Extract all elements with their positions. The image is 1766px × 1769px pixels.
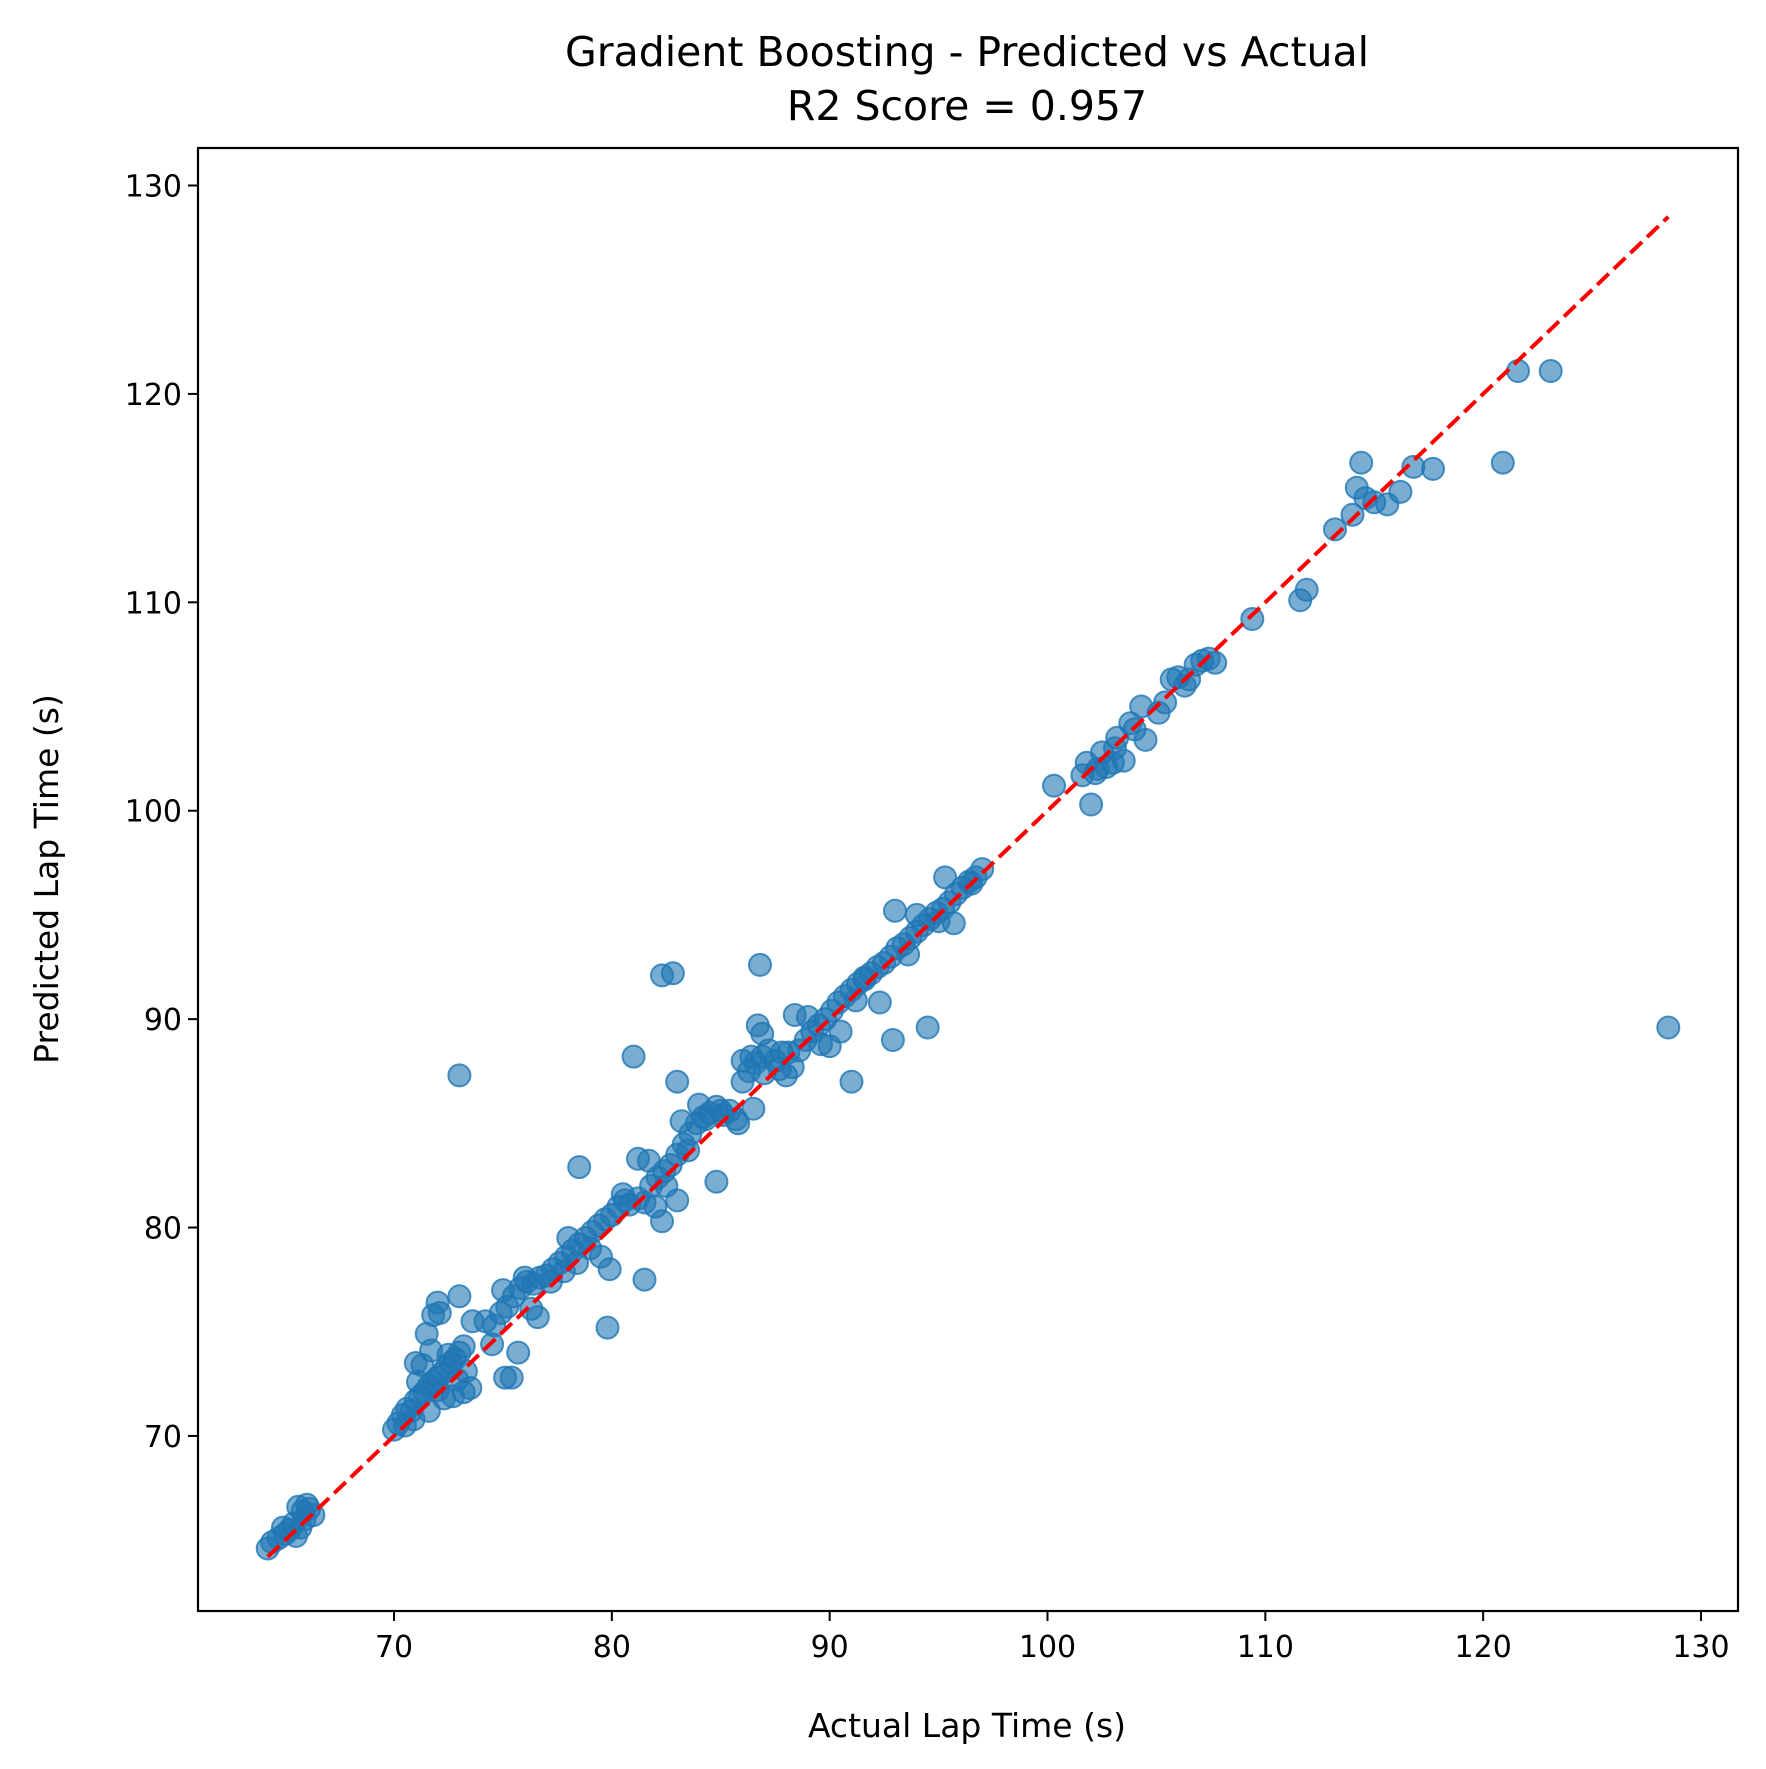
x-tick-label: 70 — [375, 1630, 413, 1665]
data-point — [828, 1019, 853, 1044]
data-point — [636, 1148, 661, 1173]
x-tick-label: 100 — [1019, 1630, 1076, 1665]
data-point — [427, 1301, 452, 1325]
data-point — [499, 1365, 524, 1390]
data-point — [1153, 690, 1178, 715]
x-tick-label: 80 — [593, 1630, 631, 1665]
data-point — [704, 1169, 729, 1194]
data-point — [1340, 502, 1365, 527]
x-tick-label: 130 — [1672, 1630, 1729, 1665]
data-points — [255, 359, 1681, 1561]
data-point — [839, 1069, 864, 1094]
data-point — [739, 1044, 764, 1069]
data-point — [632, 1267, 657, 1292]
y-tick-label: 80 — [144, 1212, 182, 1247]
x-tick-label: 90 — [811, 1630, 849, 1665]
data-point — [941, 911, 966, 936]
x-axis-label: Actual Lap Time (s) — [808, 1706, 1126, 1745]
identity-reference-line — [266, 215, 1670, 1559]
data-point — [904, 902, 929, 927]
data-point — [491, 1278, 515, 1303]
data-point — [933, 865, 958, 890]
y-tick-label: 90 — [144, 1003, 182, 1038]
data-point — [567, 1155, 592, 1180]
data-point — [1490, 450, 1515, 475]
x-tick-label: 110 — [1237, 1630, 1294, 1665]
data-point — [1656, 1015, 1681, 1040]
data-point — [525, 1305, 550, 1330]
data-point — [1349, 450, 1374, 475]
data-point — [750, 1021, 775, 1046]
data-point — [595, 1315, 620, 1340]
data-point — [1538, 359, 1563, 383]
data-point — [741, 1096, 766, 1121]
data-point — [447, 1063, 472, 1088]
data-point — [676, 1138, 701, 1163]
data-point — [419, 1338, 444, 1363]
data-point — [726, 1111, 751, 1136]
data-point — [597, 1257, 622, 1282]
data-point — [271, 1515, 295, 1540]
data-point — [867, 990, 892, 1015]
data-point — [776, 1040, 801, 1065]
data-point — [665, 1069, 690, 1094]
data-point — [447, 1284, 472, 1309]
y-tick-label: 120 — [125, 378, 182, 413]
data-point — [1323, 517, 1347, 542]
data-point — [660, 961, 685, 986]
data-point — [406, 1369, 430, 1394]
x-tick-label: 120 — [1455, 1630, 1512, 1665]
data-point — [445, 1367, 470, 1392]
data-point — [1294, 577, 1319, 602]
data-point — [883, 898, 907, 923]
data-point — [1240, 607, 1265, 631]
chart-subtitle: R2 Score = 0.957 — [787, 82, 1147, 130]
data-point — [1042, 773, 1066, 798]
data-point — [669, 1109, 694, 1134]
y-tick-label: 70 — [144, 1420, 182, 1455]
plot-frame — [196, 146, 1740, 1613]
y-axis: 70 80 90 100 110 120 130 — [125, 170, 198, 1455]
data-point — [650, 1209, 674, 1234]
data-point — [915, 1015, 940, 1040]
data-point — [795, 1005, 820, 1029]
data-point — [506, 1340, 531, 1365]
data-point — [1079, 792, 1104, 817]
reference-line-layer — [266, 215, 1670, 1559]
data-point — [294, 1492, 319, 1517]
data-point — [1388, 479, 1413, 504]
y-axis-label: Predicted Lap Time (s) — [27, 694, 66, 1064]
y-tick-label: 110 — [125, 586, 182, 621]
chart-title: Gradient Boosting - Predicted vs Actual — [565, 28, 1369, 76]
y-tick-label: 100 — [125, 795, 182, 830]
data-point — [1421, 456, 1445, 481]
data-point — [621, 1044, 646, 1069]
data-point — [665, 1188, 690, 1213]
data-point — [880, 1028, 905, 1052]
x-axis: 70 80 90 100 110 120 130 — [375, 1611, 1730, 1665]
data-point — [556, 1226, 581, 1250]
data-point — [843, 988, 868, 1013]
data-point — [512, 1265, 537, 1290]
data-point — [748, 952, 772, 977]
y-tick-label: 130 — [125, 170, 182, 205]
data-point — [1133, 727, 1158, 752]
